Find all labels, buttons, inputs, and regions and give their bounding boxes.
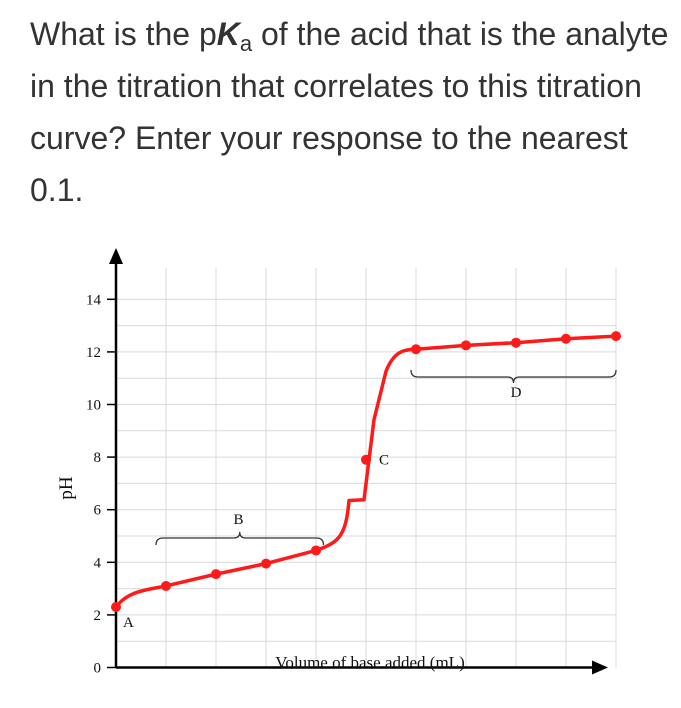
chart-grid — [116, 267, 617, 668]
curve-data-point — [561, 333, 571, 344]
titration-chart: 0 2 4 6 8 10 12 14 A B C D Volume of base added (m… — [0, 230, 681, 703]
x-axis-label: Volume of base added (mL) — [275, 653, 464, 672]
titration-chart-svg: 0 2 4 6 8 10 12 14 A B C D Volume of base added (m… — [56, 248, 621, 677]
region-label-b: B — [233, 512, 243, 528]
y-tick-label: 2 — [94, 608, 102, 624]
y-tick-label: 4 — [94, 555, 102, 571]
y-tick-label: 14 — [86, 292, 102, 308]
y-tick-label: 10 — [86, 398, 101, 414]
question-sub-a: a — [239, 31, 253, 56]
curve-data-point — [461, 340, 471, 351]
curve-data-point — [261, 558, 271, 569]
y-tick-label: 8 — [94, 450, 102, 466]
curve-data-point — [511, 337, 521, 348]
curve-data-point — [311, 545, 321, 556]
y-axis-arrow — [109, 248, 123, 264]
curve-data-point — [111, 602, 121, 613]
question-part1: What is the p — [30, 16, 217, 52]
chart-ticks: 0 2 4 6 8 10 12 14 — [86, 292, 116, 677]
curve-data-point — [411, 344, 421, 355]
bracket-d — [410, 369, 617, 384]
region-label-d: D — [511, 385, 522, 401]
curve-data-point — [611, 331, 621, 342]
y-tick-label: 6 — [94, 503, 102, 519]
chart-labels: A B C D — [123, 385, 522, 631]
x-axis-arrow — [592, 660, 608, 675]
question-part2: of the acid that is the analyte in the t… — [30, 16, 669, 208]
question-text: What is the pKa of the acid that is the … — [30, 8, 670, 216]
chart-curve — [111, 331, 621, 613]
y-tick-label: 0 — [94, 661, 102, 677]
chart-brackets — [155, 369, 617, 546]
bracket-b — [155, 531, 325, 546]
titration-curve-line — [114, 334, 618, 609]
curve-data-point — [161, 580, 171, 591]
curve-data-point — [211, 569, 221, 580]
region-label-c: C — [379, 453, 389, 469]
y-axis-label: pH — [56, 476, 77, 500]
chart-axes — [109, 248, 608, 675]
question-k: K — [216, 16, 240, 52]
region-label-a: A — [123, 615, 134, 631]
curve-data-point — [361, 454, 371, 465]
y-tick-label: 12 — [86, 345, 101, 361]
